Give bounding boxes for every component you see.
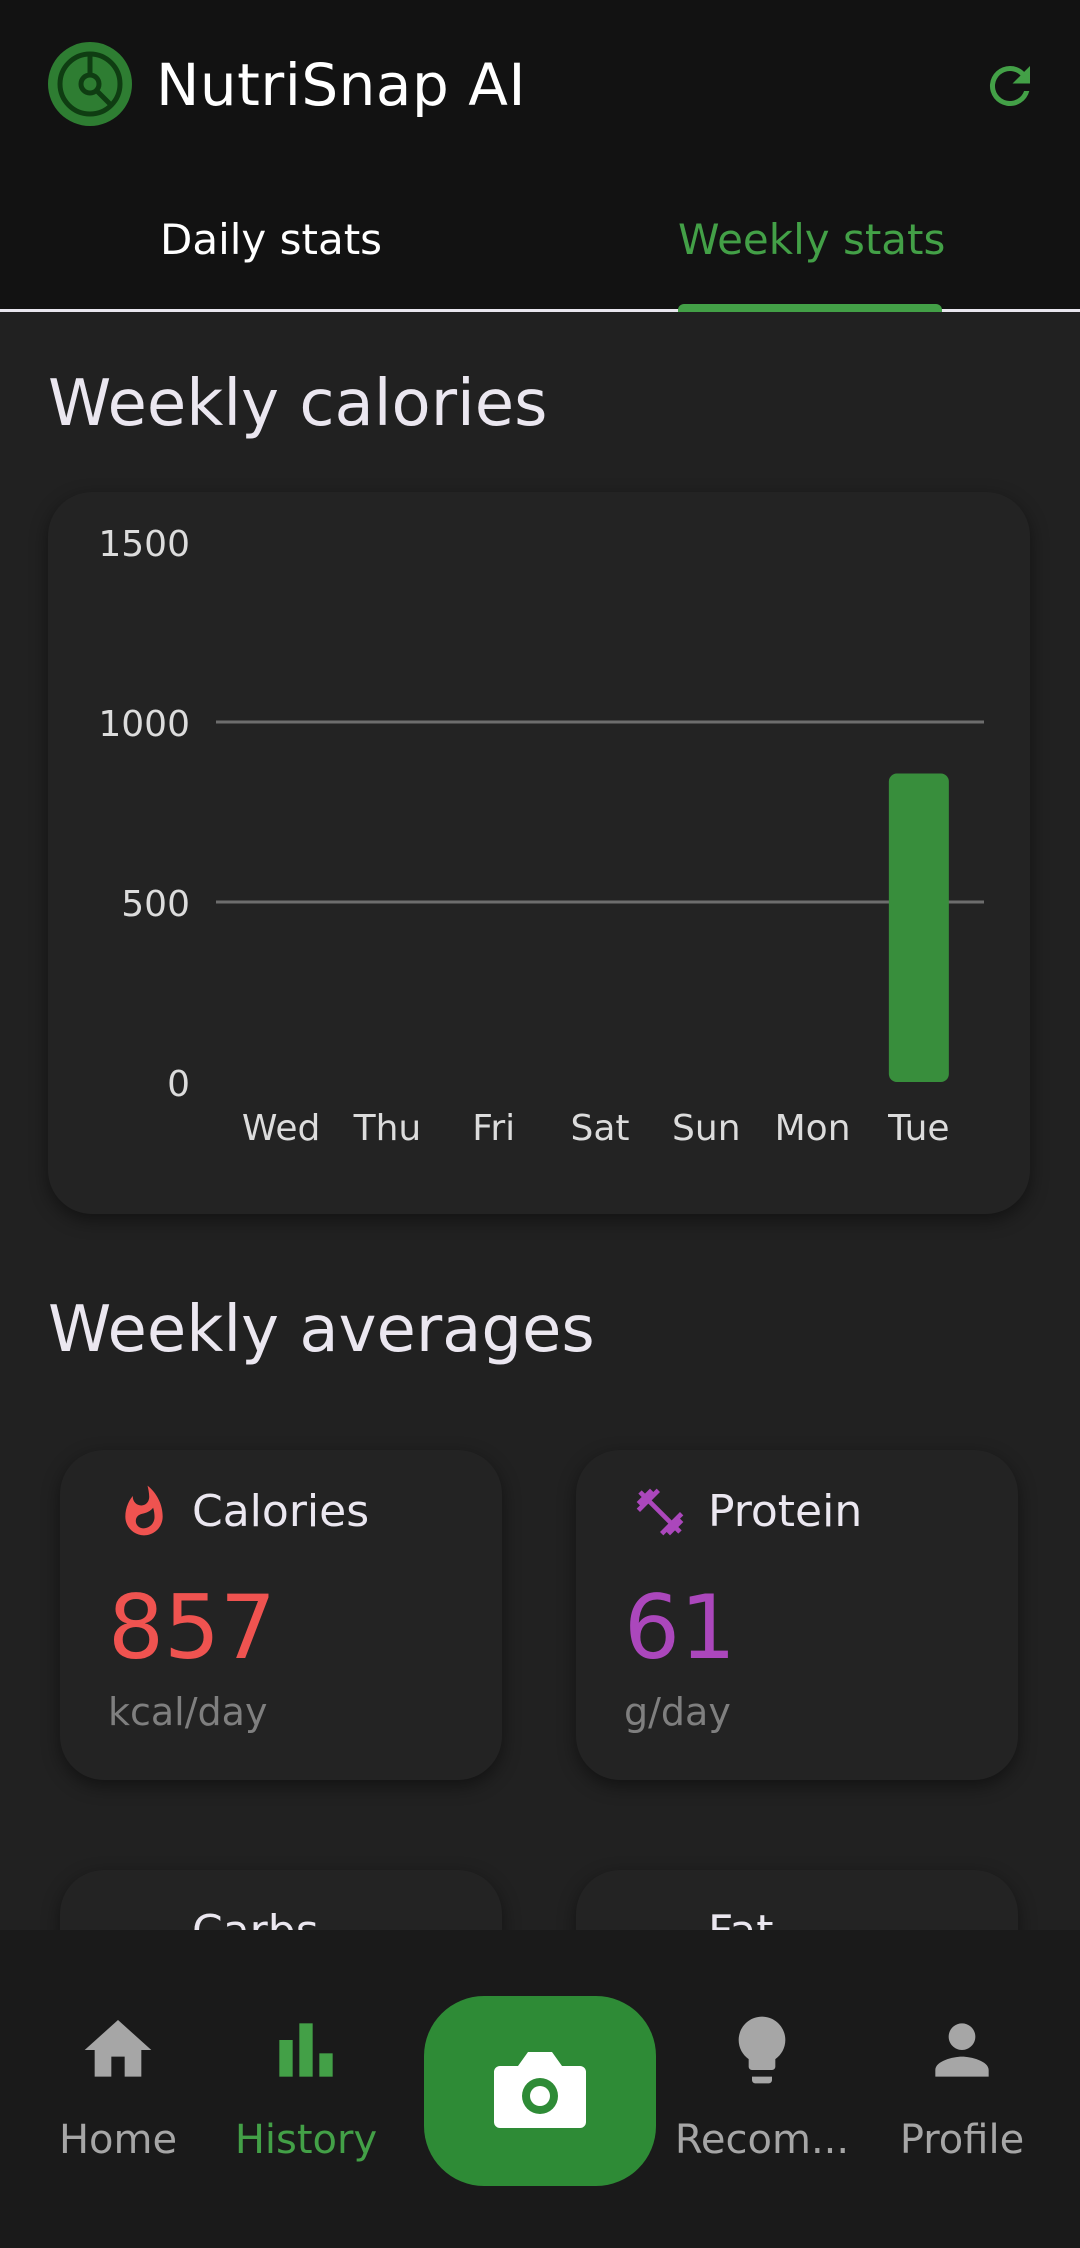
dumbbell-icon [632, 1484, 688, 1540]
protein-average-card: Protein 61 g/day [576, 1450, 1018, 1780]
x-tick-label: Wed [242, 1108, 321, 1149]
nav-profile-label: Profile [899, 2117, 1025, 2163]
lightbulb-icon [722, 2010, 802, 2090]
nav-profile[interactable]: Profile [872, 2010, 1052, 2168]
x-tick-label: Sat [570, 1108, 629, 1149]
app-bar [0, 0, 1080, 310]
protein-value: 61 [624, 1576, 736, 1679]
y-tick-label: 0 [167, 1064, 190, 1105]
app-logo-icon [48, 42, 132, 126]
nav-history-label: History [234, 2117, 378, 2163]
protein-unit: g/day [624, 1690, 731, 1734]
y-tick-label: 500 [121, 884, 190, 925]
tab-daily-stats[interactable]: Daily stats [160, 215, 383, 264]
person-icon [922, 2010, 1002, 2090]
home-icon [78, 2010, 158, 2090]
tab-indicator [678, 304, 942, 312]
nav-history[interactable]: History [216, 2010, 396, 2168]
tab-divider [0, 309, 1080, 312]
protein-label: Protein [708, 1486, 863, 1537]
bar-chart-icon [266, 2010, 346, 2090]
bar-tue [888, 773, 949, 1082]
nav-home[interactable]: Home [28, 2010, 208, 2168]
x-tick-label: Thu [353, 1108, 422, 1149]
calories-average-card: Calories 857 kcal/day [60, 1450, 502, 1780]
x-tick-label: Mon [775, 1108, 851, 1149]
app-title: NutriSnap AI [156, 51, 527, 119]
y-tick-label: 1500 [98, 524, 190, 565]
weekly-averages-title: Weekly averages [48, 1293, 595, 1367]
nav-recommendations[interactable]: Recom... [672, 2010, 852, 2168]
nav-recommendations-label: Recom... [674, 2117, 850, 2163]
camera-button[interactable] [424, 1996, 656, 2186]
weekly-calories-chart: 1500 1000 500 0 Wed Thu Fri Sat Sun Mon Tue [98, 524, 984, 1149]
weekly-calories-chart-card: 1500 1000 500 0 Wed Thu Fri Sat Sun Mon Tue [48, 492, 1030, 1214]
weekly-calories-title: Weekly calories [48, 367, 548, 441]
calories-unit: kcal/day [108, 1690, 268, 1734]
flame-icon [116, 1484, 172, 1540]
calories-value: 857 [108, 1576, 276, 1679]
refresh-icon[interactable] [980, 56, 1040, 116]
calories-label: Calories [192, 1486, 370, 1537]
y-tick-label: 1000 [98, 704, 190, 745]
camera-icon [494, 2052, 586, 2128]
tab-weekly-stats[interactable]: Weekly stats [678, 215, 946, 264]
x-tick-label: Sun [672, 1108, 740, 1149]
x-tick-label: Tue [887, 1108, 950, 1149]
x-tick-label: Fri [472, 1108, 515, 1149]
nav-home-label: Home [58, 2117, 178, 2163]
